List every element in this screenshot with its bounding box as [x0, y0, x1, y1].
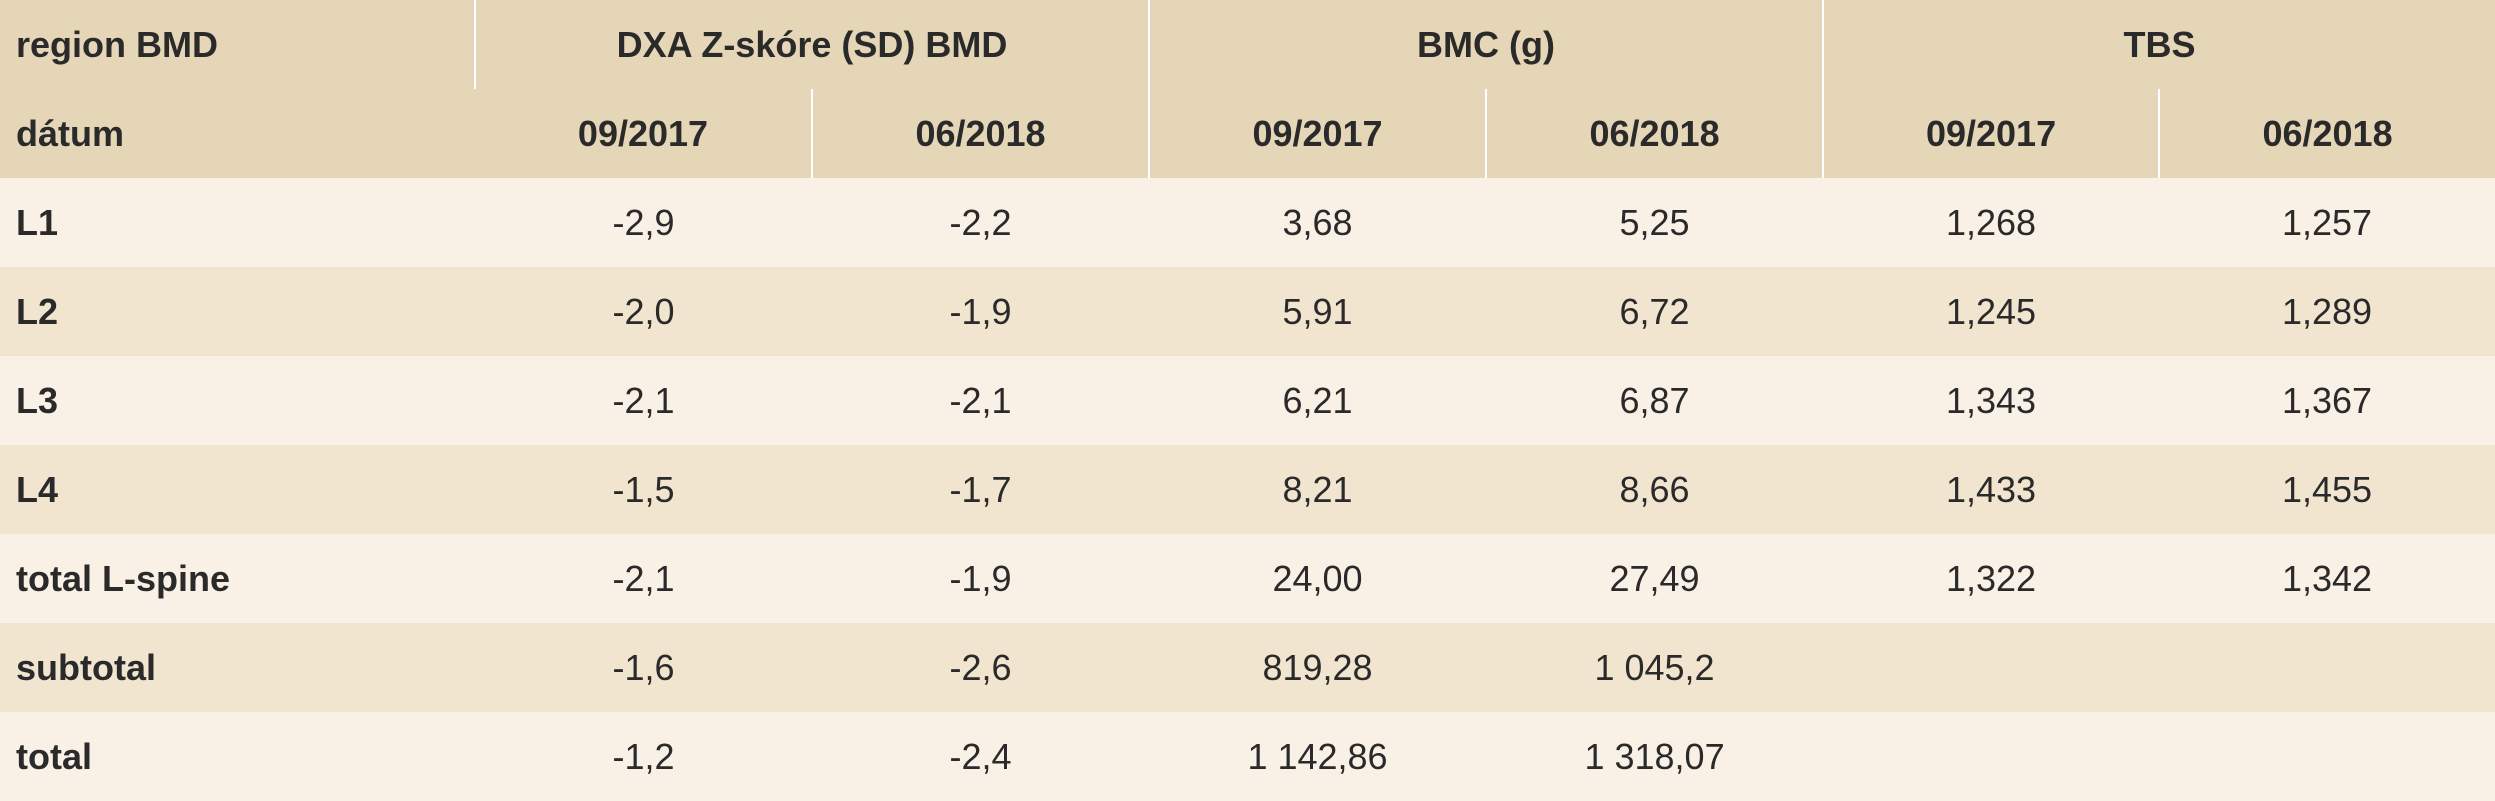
- header-region-label: region BMD: [0, 0, 475, 89]
- table-cell: -2,9: [475, 178, 812, 267]
- table-cell: 24,00: [1149, 534, 1487, 623]
- table-cell: 1 318,07: [1486, 712, 1824, 801]
- header-row-groups: region BMD DXA Z-skóre (SD) BMD BMC (g) …: [0, 0, 2495, 89]
- table-cell: 819,28: [1149, 623, 1487, 712]
- table-cell: 6,72: [1486, 267, 1824, 356]
- header-group-bmc: BMC (g): [1148, 0, 1824, 89]
- table-cell: -1,7: [812, 445, 1150, 534]
- table-row: total -1,2 -2,4 1 142,86 1 318,07: [0, 712, 2495, 801]
- table-cell: 1,322: [1823, 534, 2160, 623]
- table-cell: 1,367: [2159, 356, 2495, 445]
- header-date-tbs-2017: 09/2017: [1822, 89, 2160, 178]
- header-date-dxa-2017: 09/2017: [475, 89, 812, 178]
- table-cell: 5,91: [1149, 267, 1487, 356]
- header-date-tbs-2018: 06/2018: [2158, 89, 2495, 178]
- table-row: L4 -1,5 -1,7 8,21 8,66 1,433 1,455: [0, 445, 2495, 534]
- table-cell: -1,9: [812, 534, 1150, 623]
- table-cell: -1,5: [475, 445, 812, 534]
- table-cell: 1,342: [2159, 534, 2495, 623]
- table-cell: [1823, 712, 2160, 801]
- table-row: subtotal -1,6 -2,6 819,28 1 045,2: [0, 623, 2495, 712]
- table-cell: -2,1: [475, 534, 812, 623]
- header-group-dxa: DXA Z-skóre (SD) BMD: [473, 0, 1150, 89]
- table-cell: -2,4: [812, 712, 1150, 801]
- table-cell: -2,1: [475, 356, 812, 445]
- table-cell: 8,21: [1149, 445, 1487, 534]
- table-row: total L-spine -2,1 -1,9 24,00 27,49 1,32…: [0, 534, 2495, 623]
- table-cell: 1,343: [1823, 356, 2160, 445]
- header-date-bmc-2018: 06/2018: [1485, 89, 1824, 178]
- table-cell: 1,245: [1823, 267, 2160, 356]
- table-cell: -2,6: [812, 623, 1150, 712]
- row-label: total L-spine: [0, 534, 475, 623]
- table-cell: 5,25: [1486, 178, 1824, 267]
- row-label: L3: [0, 356, 475, 445]
- table-cell: 1,268: [1823, 178, 2160, 267]
- table-cell: -1,9: [812, 267, 1150, 356]
- table-cell: -2,0: [475, 267, 812, 356]
- table-cell: [1823, 623, 2160, 712]
- row-label: subtotal: [0, 623, 475, 712]
- table-cell: 1 045,2: [1486, 623, 1824, 712]
- table-cell: 1,289: [2159, 267, 2495, 356]
- row-label: L2: [0, 267, 475, 356]
- table-cell: -1,6: [475, 623, 812, 712]
- table-cell: 8,66: [1486, 445, 1824, 534]
- table-row: L2 -2,0 -1,9 5,91 6,72 1,245 1,289: [0, 267, 2495, 356]
- header-date-dxa-2018: 06/2018: [810, 89, 1150, 178]
- table-cell: -1,2: [475, 712, 812, 801]
- table-row: L3 -2,1 -2,1 6,21 6,87 1,343 1,367: [0, 356, 2495, 445]
- header-group-tbs: TBS: [1822, 0, 2495, 89]
- table-cell: 1,455: [2159, 445, 2495, 534]
- table-cell: 27,49: [1486, 534, 1824, 623]
- table-cell: 1,433: [1823, 445, 2160, 534]
- table-cell: 6,87: [1486, 356, 1824, 445]
- header-date-label: dátum: [0, 89, 475, 178]
- table-cell: [2159, 623, 2495, 712]
- table-cell: 3,68: [1149, 178, 1487, 267]
- table-cell: 1 142,86: [1149, 712, 1487, 801]
- row-label: total: [0, 712, 475, 801]
- header-date-bmc-2017: 09/2017: [1148, 89, 1487, 178]
- row-label: L1: [0, 178, 475, 267]
- row-label: L4: [0, 445, 475, 534]
- table-cell: 6,21: [1149, 356, 1487, 445]
- table-cell: -2,1: [812, 356, 1150, 445]
- table-cell: -2,2: [812, 178, 1150, 267]
- table-cell: 1,257: [2159, 178, 2495, 267]
- table-row: L1 -2,9 -2,2 3,68 5,25 1,268 1,257: [0, 178, 2495, 267]
- header-row-dates: dátum 09/2017 06/2018 09/2017 06/2018 09…: [0, 89, 2495, 178]
- table-cell: [2159, 712, 2495, 801]
